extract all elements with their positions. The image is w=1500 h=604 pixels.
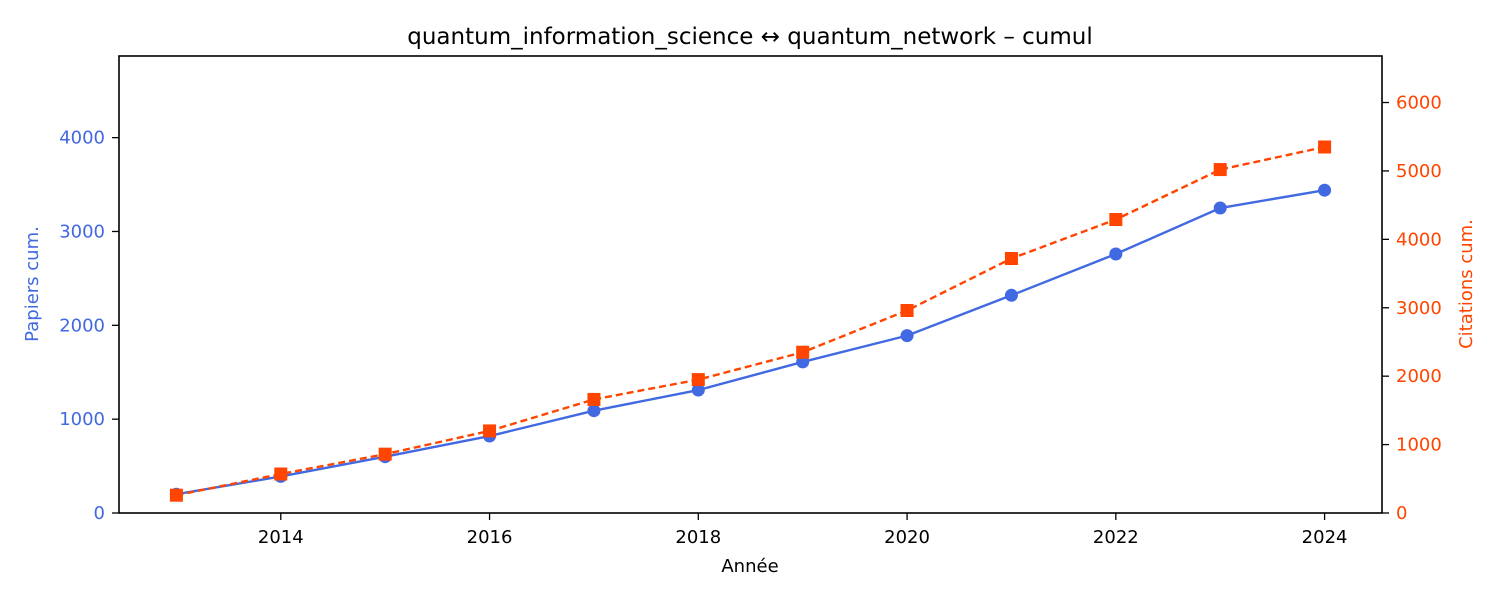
y-left-tick-label: 4000 [59,128,105,149]
data-point-square [587,392,601,406]
y-right-tick-label: 3000 [1396,298,1442,319]
plot-frame [118,55,1383,514]
y-right-tick-label: 1000 [1396,435,1442,456]
data-point-square [691,373,705,387]
y-right-tick-label: 2000 [1396,366,1442,387]
x-tick-label: 2022 [1093,527,1139,548]
y-axis-left-label: Papiers cum. [22,226,43,342]
series-line-papiers [176,189,1325,496]
data-point-circle [1318,183,1332,197]
y-axis-left: 0 1000 2000 3000 4000 [59,128,119,524]
x-tick-label: 2024 [1302,527,1348,548]
x-tick-label: 2020 [884,527,930,548]
data-point-square [169,488,183,502]
data-point-square [1004,252,1018,266]
data-point-square [1213,163,1227,177]
y-left-tick-label: 1000 [59,409,105,430]
y-left-tick-label: 0 [94,503,105,524]
y-axis-right-label: Citations cum. [1456,219,1477,349]
data-point-square [1109,213,1123,227]
data-point-square [1318,140,1332,154]
y-axis-right: 0 1000 2000 3000 4000 5000 6000 [1382,93,1442,524]
chart-title: quantum_information_science ↔ quantum_ne… [407,24,1093,50]
data-point-circle [900,329,914,343]
data-point-square [378,447,392,461]
data-point-square [796,345,810,359]
series-layer [169,140,1332,502]
data-point-circle [1109,247,1123,261]
data-point-circle [1004,288,1018,302]
y-left-tick-label: 2000 [59,315,105,336]
x-axis: 2014 2016 2018 2020 2022 2024 [258,513,1348,548]
data-point-square [274,467,288,481]
x-axis-label: Année [721,556,778,577]
y-right-tick-label: 4000 [1396,229,1442,250]
data-point-circle [1213,201,1227,215]
y-right-tick-label: 0 [1396,503,1407,524]
y-right-tick-label: 6000 [1396,93,1442,114]
y-left-tick-label: 3000 [59,221,105,242]
data-point-circle [691,383,705,397]
data-point-square [483,424,497,438]
data-point-square [900,303,914,317]
x-tick-label: 2014 [258,527,304,548]
y-right-tick-label: 5000 [1396,161,1442,182]
x-tick-label: 2016 [467,527,513,548]
x-tick-label: 2018 [675,527,721,548]
series-line-citations [176,145,1325,497]
data-point-circle [587,404,601,418]
